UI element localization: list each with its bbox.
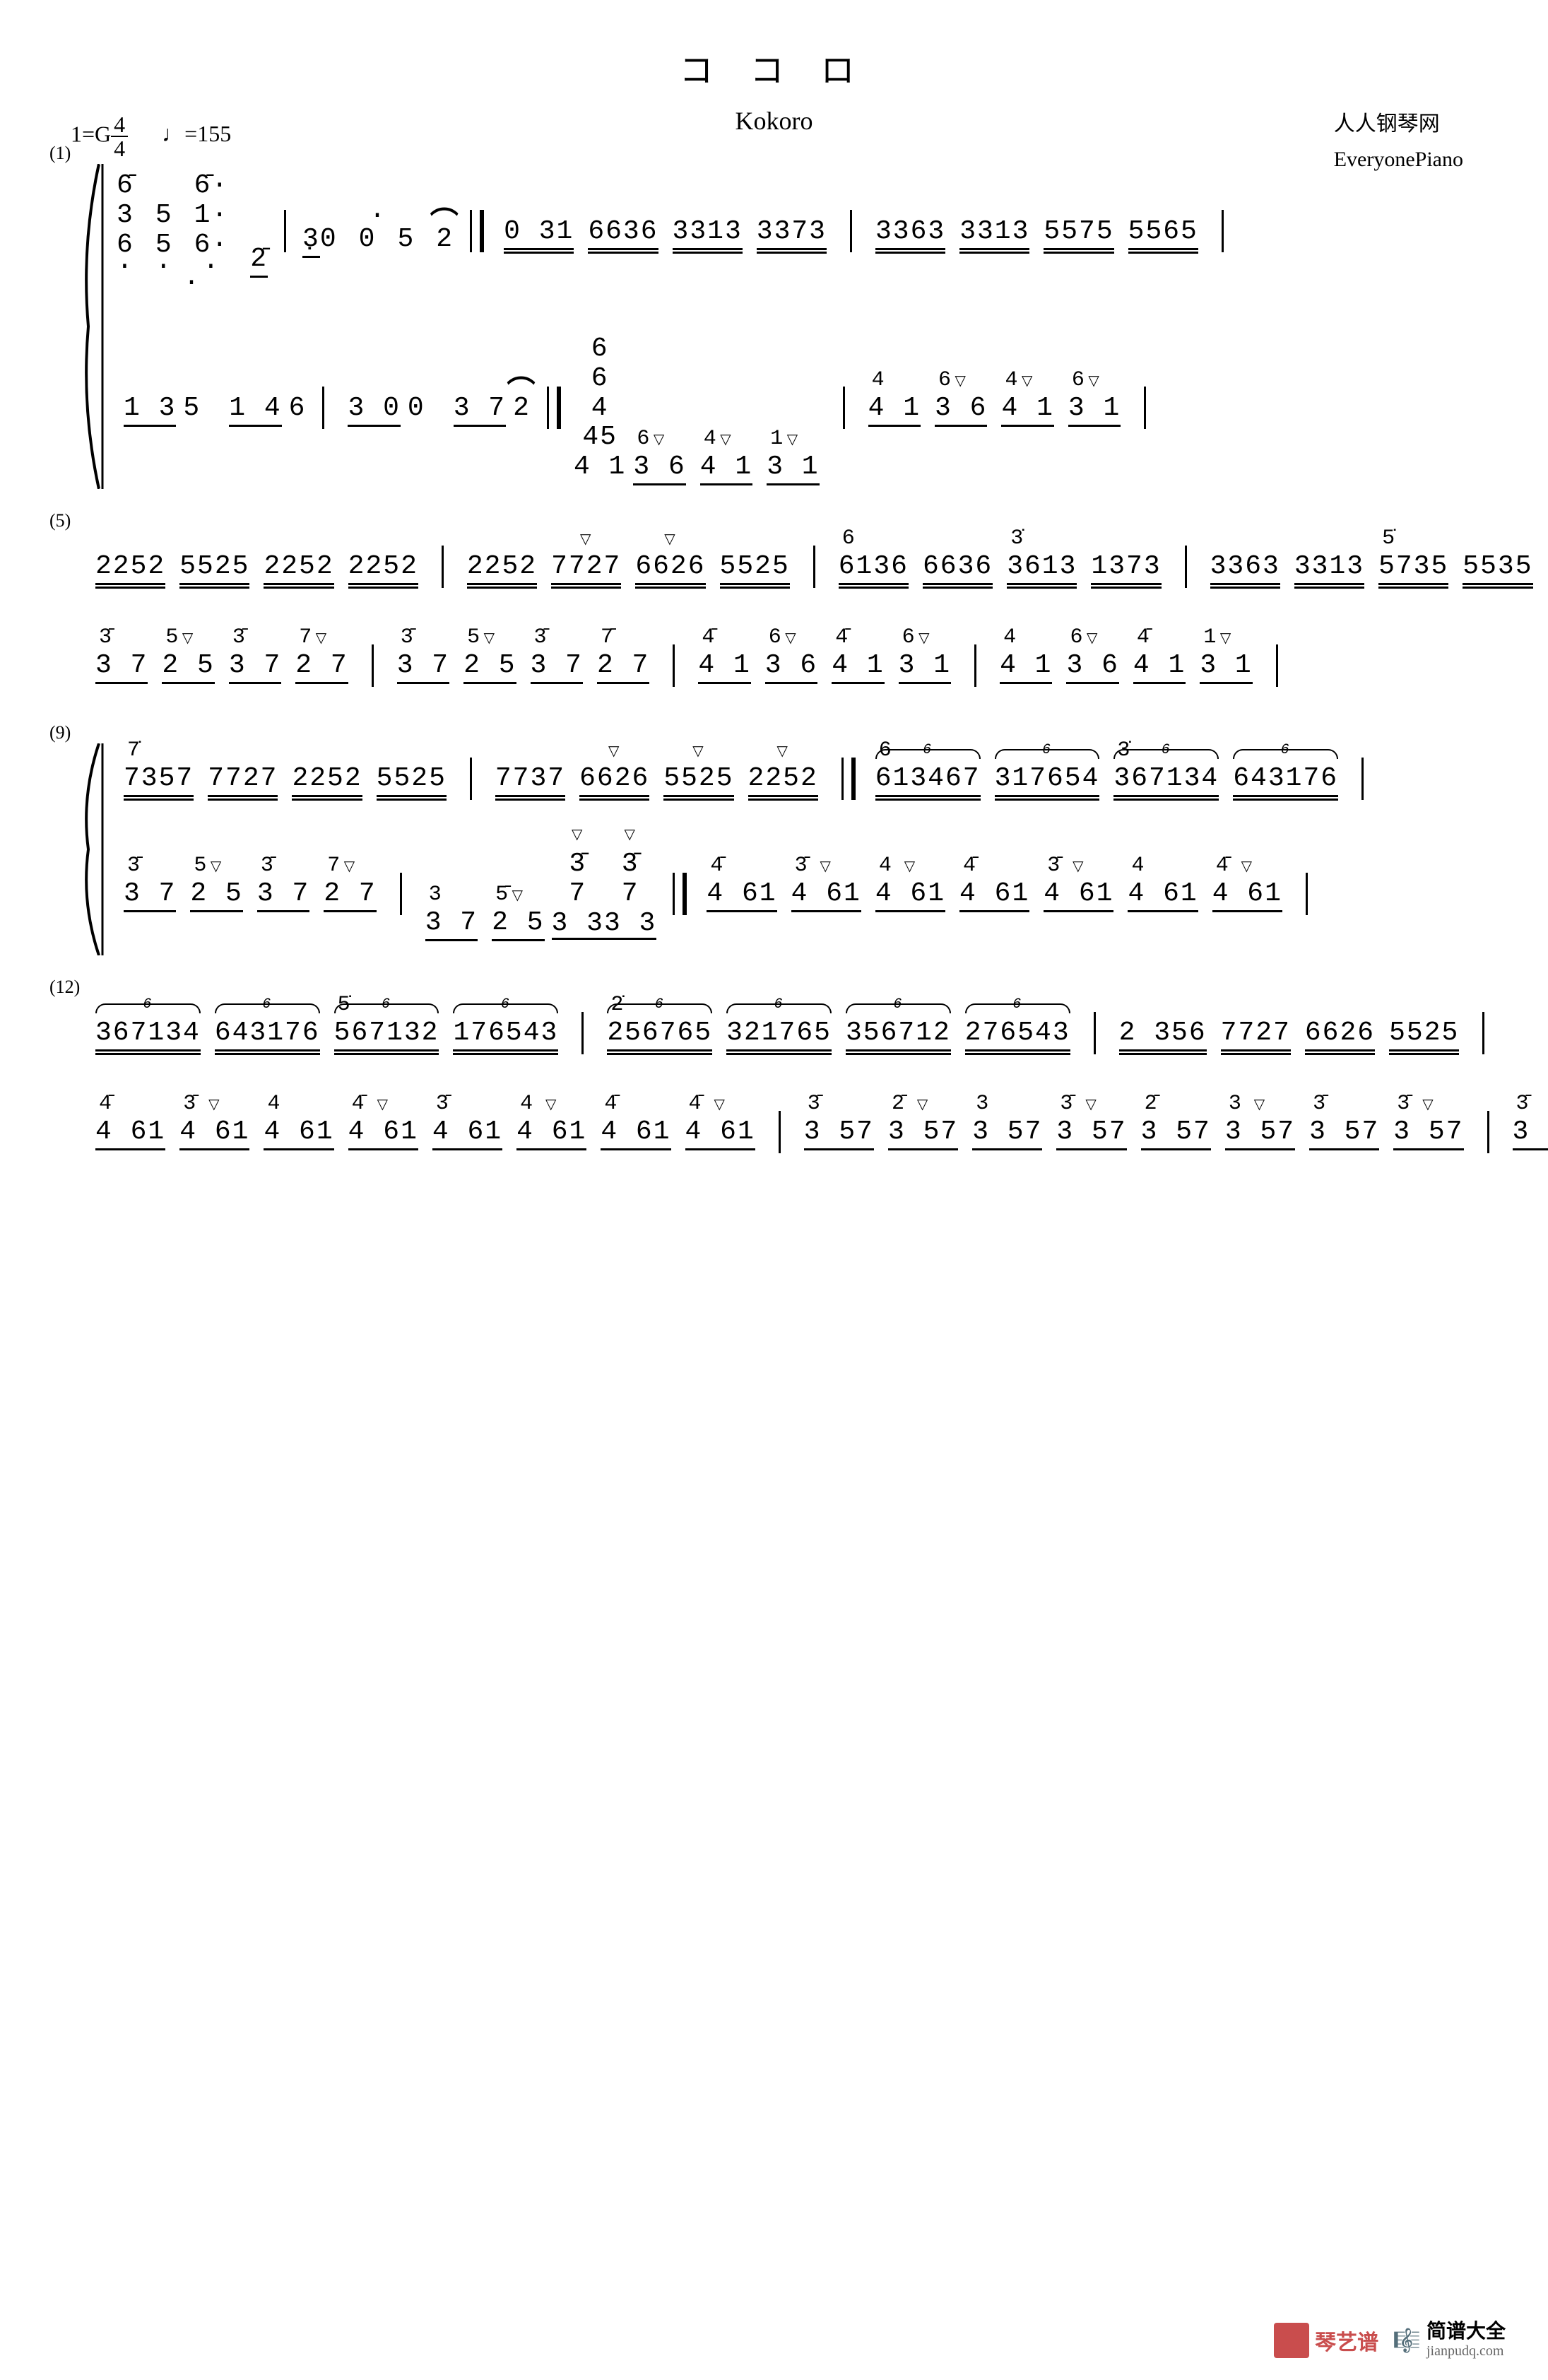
measure-number: (1) [49,143,71,164]
treble-staff: 2252552522522252225277276626552566136663… [78,531,1548,602]
bass-staff: 3̄3 752 53̄3 772 733 75̄2 53̄73 33̄73 34… [106,842,1491,945]
system: (9) 7̇7357772722525525773766265525225266… [57,743,1491,955]
treble-staff: 7̇73577727225255257737662655252252661346… [106,743,1491,814]
score-body: (1) 6̄36556̄·1·6·2̄3̣00520 3166363313337… [57,164,1491,1167]
bass-staff: 4̄4 613̄4 6144 614̄4 613̄4 6144 614̄4 61… [78,1097,1548,1167]
logo-jianpudq: 🎼 简谱大全 jianpudq.com [1393,2321,1506,2359]
time-sig: 44 [111,113,128,160]
system: (5) 225255252252225222527727662655256613… [57,531,1491,701]
logo-qinyipu-icon [1274,2323,1309,2358]
tempo: ♩=155 [162,121,231,146]
bass-staff: 3̄3 752 53̄3 772 73̄3 752 53̄3 77̄2 74̄4… [78,630,1548,701]
logo-jianpudq-url: jianpudq.com [1426,2343,1506,2359]
credit-line-1: 人人钢琴网 [1334,106,1463,137]
logo-jianpudq-icon: 🎼 [1393,2327,1421,2354]
measure-number: (12) [49,977,80,998]
treble-staff: 6̄36556̄·1·6·2̄3̣00520 31663633133373336… [106,164,1491,299]
logo-qinyipu-text: 琴艺谱 [1315,2325,1378,2356]
watermark: 琴艺谱 🎼 简谱大全 jianpudq.com [1274,2321,1506,2359]
treble-staff: 3671346431765̇5671321765432̇256765321765… [78,998,1548,1068]
key-tempo: 1=G44 ♩=155 [71,113,231,160]
header: コ コ ロ Kokoro 1=G44 ♩=155 人人钢琴网 EveryoneP… [57,42,1491,136]
logo-qinyipu: 琴艺谱 [1274,2323,1378,2358]
measure-number: (9) [49,722,71,743]
system: (12) 3671346431765̇5671321765432̇2567653… [57,998,1491,1167]
measure-number: (5) [49,510,71,531]
key-sig: 1=G [71,121,111,146]
system: (1) 6̄36556̄·1·6·2̄3̣00520 3166363313337… [57,164,1491,489]
logo-jianpudq-cn: 简谱大全 [1426,2321,1506,2343]
title-english: Kokoro [57,106,1491,136]
bass-staff: 1 351 463 003 72664454 163 644 113 144 1… [106,327,1491,489]
title-japanese: コ コ ロ [57,42,1491,92]
